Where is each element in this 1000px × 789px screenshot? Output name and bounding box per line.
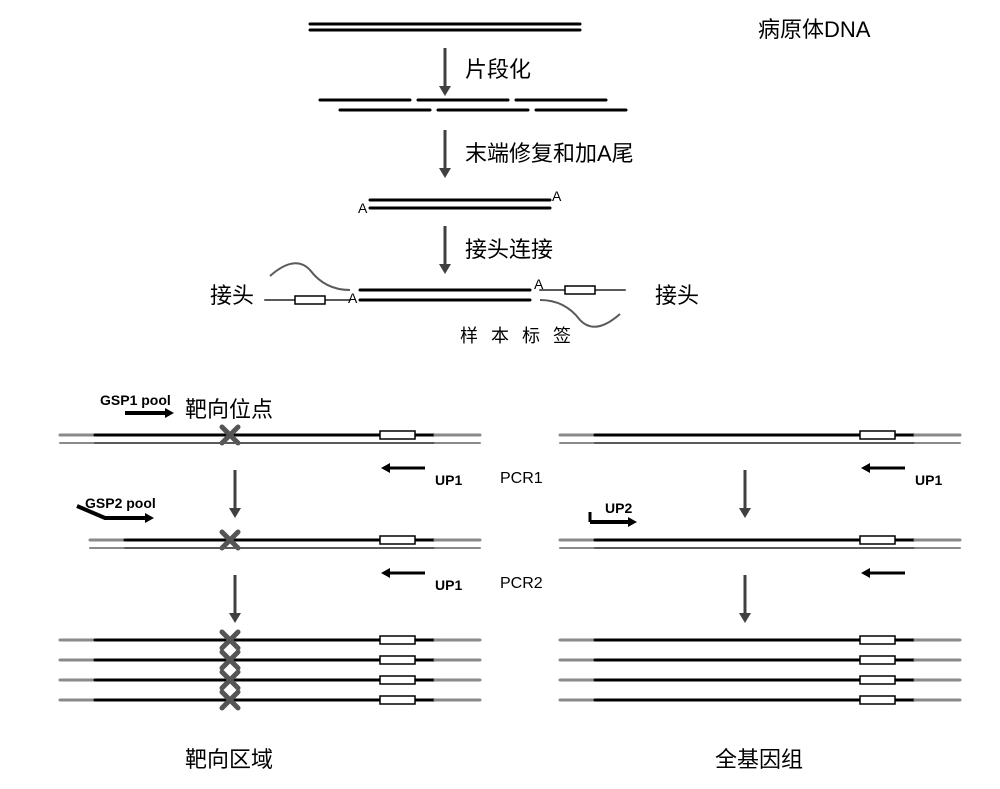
label-up2: UP2 [605, 500, 632, 516]
label-a-lig-top: A [534, 276, 543, 292]
label-a-top: A [552, 188, 561, 204]
label-fragmentation: 片段化 [465, 52, 531, 84]
label-end-repair: 末端修复和加A尾 [465, 136, 634, 168]
label-gsp1: GSP1 pool [100, 392, 171, 408]
label-gsp2: GSP2 pool [85, 495, 156, 511]
label-pcr2: PCR2 [500, 575, 543, 593]
label-a-bottom: A [358, 200, 367, 216]
label-targeted-site: 靶向位点 [185, 392, 273, 424]
label-adapter-ligation: 接头连接 [465, 232, 553, 264]
label-pathogen-dna: 病原体DNA [758, 12, 870, 44]
label-adapter-left: 接头 [210, 278, 254, 310]
label-up1-b: UP1 [435, 577, 462, 593]
label-up1-c: UP1 [915, 472, 942, 488]
label-sample-tag: 样 本 标 签 [460, 322, 575, 348]
label-pcr1: PCR1 [500, 470, 543, 488]
label-whole-genome: 全基因组 [715, 742, 803, 774]
label-adapter-right: 接头 [655, 278, 699, 310]
label-targeted-region: 靶向区域 [185, 742, 273, 774]
label-a-lig-bottom: A [348, 290, 357, 306]
label-up1-a: UP1 [435, 472, 462, 488]
